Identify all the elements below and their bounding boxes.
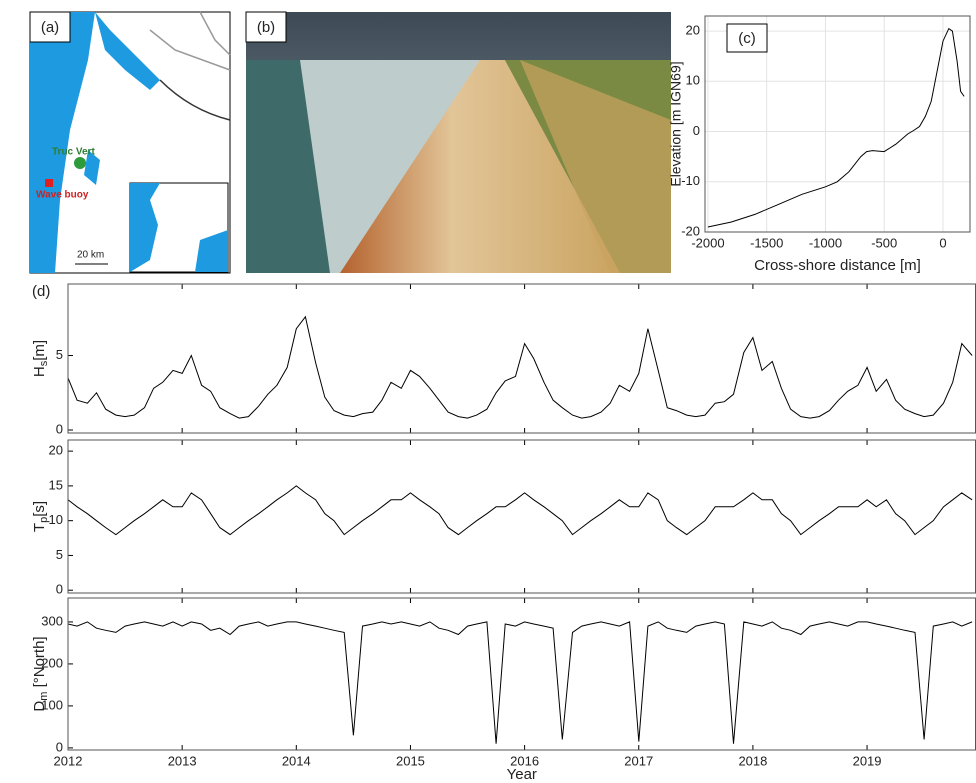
data-line <box>68 621 973 744</box>
x-tick-label: 2013 <box>168 753 197 768</box>
y-tick-label: -20 <box>681 223 700 238</box>
y-axis-label: Dm [°North] <box>31 636 50 711</box>
estuary <box>95 12 160 90</box>
y-tick-label: 20 <box>49 443 63 458</box>
plot-area <box>68 284 976 433</box>
y-axis-label-part: [s] <box>31 501 48 517</box>
map-panel: Truc Vert Wave buoy 20 km (a) <box>29 11 231 274</box>
y-tick-label: 15 <box>49 477 63 492</box>
axes-frame <box>704 15 971 233</box>
y-axis-label-part: [m] <box>31 340 48 361</box>
panel-label: (b) <box>257 19 275 36</box>
bay <box>84 150 100 185</box>
y-axis-label-part: p <box>38 517 50 523</box>
buoy-label: Wave buoy <box>36 190 89 201</box>
y-tick-label: 100 <box>41 697 63 712</box>
y-tick-label: 300 <box>41 613 63 628</box>
inset-sea <box>130 183 228 272</box>
x-tick-label: 2019 <box>853 753 882 768</box>
x-tick-label: 2018 <box>738 753 767 768</box>
y-axis-label: Elevation [m IGN69] <box>668 61 684 186</box>
y-axis-label-part: m <box>38 692 50 701</box>
x-axis-label: Year <box>507 766 537 783</box>
plot-area <box>68 440 976 593</box>
y-tick-label: 0 <box>56 421 63 436</box>
x-axis-label: Cross-shore distance [m] <box>754 257 921 274</box>
y-tick-label: 20 <box>686 23 700 38</box>
y-tick-label: 5 <box>56 347 63 362</box>
panel-label: (a) <box>41 19 59 36</box>
photo-beach <box>340 60 620 273</box>
panel-label: (d) <box>32 283 50 300</box>
x-tick-label: 2012 <box>54 753 83 768</box>
site-marker <box>74 157 86 169</box>
x-tick-label: 2015 <box>396 753 425 768</box>
y-tick-label: 10 <box>686 73 700 88</box>
x-tick-label: -1500 <box>750 235 783 250</box>
x-tick-label: 2017 <box>624 753 653 768</box>
plot-area <box>68 598 976 750</box>
data-line <box>68 315 973 419</box>
y-axis-label-part: H <box>31 366 48 377</box>
y-tick-label: 10 <box>49 512 63 527</box>
x-tick-label: -1000 <box>809 235 842 250</box>
label-box <box>245 11 287 43</box>
x-tick-label: 2014 <box>282 753 311 768</box>
y-axis-label-part: T <box>31 523 48 532</box>
y-tick-label: -10 <box>681 173 700 188</box>
x-tick-label: -2000 <box>691 235 724 250</box>
y-tick-label: 0 <box>693 123 700 138</box>
site-label: Truc Vert <box>52 147 95 158</box>
y-tick-label: 5 <box>56 547 63 562</box>
y-tick-label: 0 <box>56 582 63 597</box>
photo-surf <box>300 60 480 273</box>
x-tick-label: 0 <box>939 235 946 250</box>
buoy-marker <box>45 179 53 187</box>
y-axis-label-part: D <box>31 701 48 712</box>
border <box>149 11 231 71</box>
ocean <box>30 12 95 273</box>
photo-dune-sand <box>520 60 671 273</box>
data-line <box>68 485 973 536</box>
y-tick-label: 0 <box>56 739 63 754</box>
y-axis-label-part: s <box>38 360 50 366</box>
y-axis-label: Tp[s] <box>31 501 50 532</box>
data-line <box>707 27 965 228</box>
x-tick-label: 2016 <box>510 753 539 768</box>
photo-panel: (b) <box>245 11 671 273</box>
river <box>159 79 231 121</box>
scale-label: 20 km <box>77 250 104 261</box>
x-tick-label: -500 <box>871 235 897 250</box>
panel-label: (c) <box>738 30 756 47</box>
label-box <box>29 11 71 43</box>
y-axis-label: Hs[m] <box>31 340 50 377</box>
y-axis-label-part: [°North] <box>31 636 48 691</box>
label-box <box>726 23 768 53</box>
y-tick-label: 200 <box>41 655 63 670</box>
